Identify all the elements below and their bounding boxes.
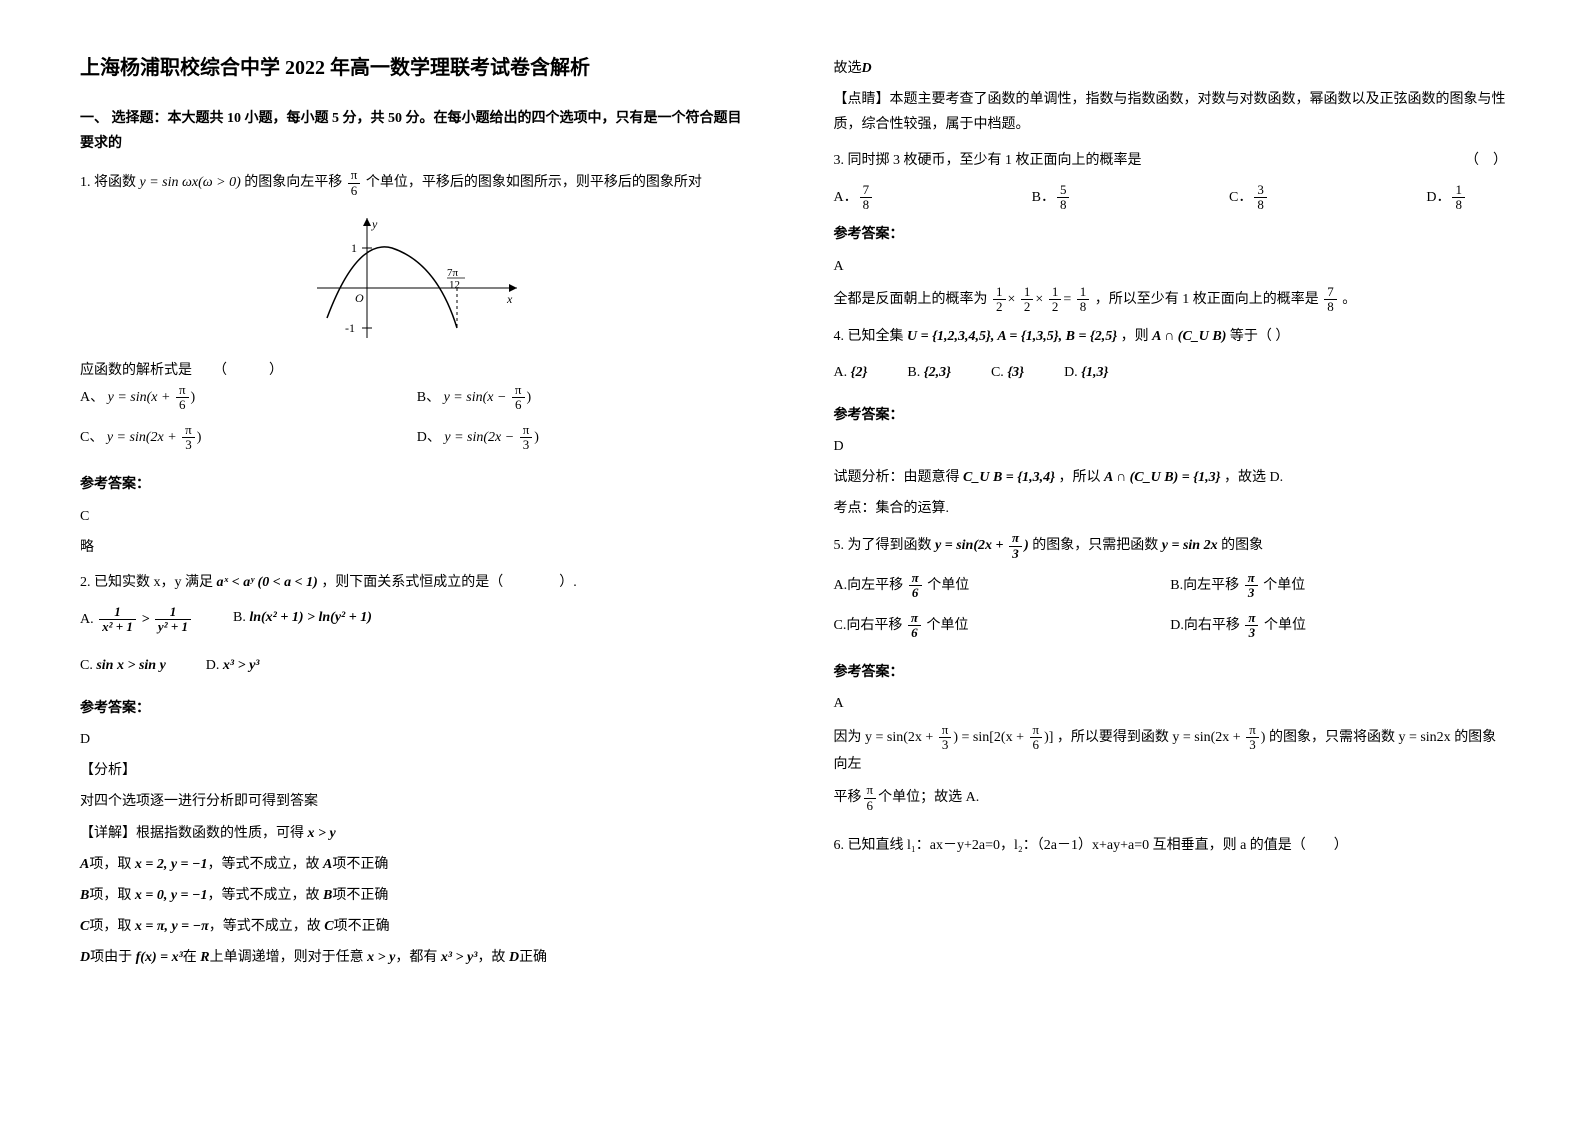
q3-optA: A．78 — [834, 183, 875, 213]
q4-answer: D — [834, 434, 1508, 459]
q2-analysis-label: 【分析】 — [80, 758, 754, 783]
svg-text:O: O — [355, 291, 364, 305]
q5-answer-label: 参考答案： — [834, 660, 1508, 685]
q3-answer-label: 参考答案： — [834, 222, 1508, 247]
col2-top: 故选D — [834, 56, 1508, 81]
q3-answer: A — [834, 254, 1508, 279]
q4-answer-label: 参考答案： — [834, 403, 1508, 428]
svg-text:7π: 7π — [447, 267, 459, 279]
q1-cont: 应函数的解析式是 （ ） — [80, 358, 754, 383]
right-column: 故选D 【点睛】本题主要考查了函数的单调性，指数与指数函数，对数与对数函数，幂函… — [794, 0, 1587, 1007]
svg-text:-1: -1 — [345, 321, 355, 335]
q1-mid1: 的图象向左平移 — [244, 175, 342, 190]
q1-optA: A、 y = sin(x + π6) — [80, 383, 417, 413]
q2-lineC: C项，取 x = π, y = −π，等式不成立，故 C项不正确 — [80, 914, 754, 939]
svg-text:1: 1 — [351, 241, 357, 255]
question-5: 5. 为了得到函数 y = sin(2x + π3) 的图象，只需把函数 y =… — [834, 531, 1508, 561]
q3-optD: D．18 — [1426, 183, 1467, 213]
q4-optC: C. {3} — [991, 360, 1024, 385]
q1-answer2: 略 — [80, 535, 754, 560]
question-6: 6. 已知直线 l₁：ax－y+2a=0，l₂：（2a－1）x+ay+a=0 互… — [834, 833, 1508, 858]
q1-answer-label: 参考答案： — [80, 472, 754, 497]
q5-explanation: 因为 y = sin(2x + π3) = sin[2(x + π6)] ，所以… — [834, 723, 1508, 778]
q2-answer-label: 参考答案： — [80, 696, 754, 721]
q1-options: A、 y = sin(x + π6) B、 y = sin(x − π6) C、… — [80, 383, 754, 462]
q2-detail: 【详解】根据指数函数的性质，可得 x > y — [80, 821, 754, 846]
left-column: 上海杨浦职校综合中学 2022 年高一数学理联考试卷含解析 一、 选择题：本大题… — [0, 0, 794, 1007]
question-1: 1. 将函数 y = sin ωx(ω > 0) 的图象向左平移 π 6 个单位… — [80, 168, 754, 198]
q4-options: A. {2} B. {2,3} C. {3} D. {1,3} — [834, 360, 1508, 393]
q1-answer: C — [80, 504, 754, 529]
q1-optB: B、 y = sin(x − π6) — [417, 383, 754, 413]
question-2: 2. 已知实数 x，y 满足 aˣ < aʸ (0 < a < 1) ，则下面关… — [80, 570, 754, 595]
question-3: 3. 同时掷 3 枚硬币，至少有 1 枚正面向上的概率是 （ ） — [834, 148, 1508, 173]
q2-lineB: B项，取 x = 0, y = −1，等式不成立，故 B项不正确 — [80, 883, 754, 908]
q1-mid2: 个单位，平移后的图象如图所示，则平移后的图象所对 — [366, 175, 702, 190]
q2-options2: C. sin x > sin y D. x³ > y³ — [80, 653, 754, 686]
q2-analysis: 对四个选项逐一进行分析即可得到答案 — [80, 789, 754, 814]
q5-options: A.向左平移 π6 个单位 B.向左平移 π3 个单位 C.向右平移 π6 个单… — [834, 571, 1508, 650]
q3-options: A．78 B．58 C．38 D．18 — [834, 183, 1508, 213]
q5-answer: A — [834, 691, 1508, 716]
q1-graph: y x O 1 -1 7π 12 — [307, 208, 527, 348]
q3-optB: B．58 — [1032, 183, 1072, 213]
q1-shift-frac: π 6 — [348, 168, 361, 198]
q1-optD: D、 y = sin(2x − π3) — [417, 423, 754, 453]
question-4: 4. 已知全集 U = {1,2,3,4,5}, A = {1,3,5}, B … — [834, 324, 1508, 349]
svg-text:12: 12 — [449, 279, 460, 291]
q2-lineA: A项，取 x = 2, y = −1，等式不成立，故 A项不正确 — [80, 852, 754, 877]
svg-text:x: x — [506, 292, 513, 306]
q1-func: y = sin ωx(ω > 0) — [140, 175, 241, 190]
q3-explanation: 全都是反面朝上的概率为 12× 12× 12= 18 ，所以至少有 1 枚正面向… — [834, 285, 1508, 315]
q2-optC: C. sin x > sin y — [80, 653, 166, 678]
q2-optB: B. ln(x² + 1) > ln(y² + 1) — [233, 605, 372, 635]
svg-text:y: y — [371, 217, 378, 231]
q5-optB: B.向左平移 π3 个单位 — [1170, 571, 1507, 601]
q5-optC: C.向右平移 π6 个单位 — [834, 611, 1171, 641]
q1-optC: C、 y = sin(2x + π3) — [80, 423, 417, 453]
q2-optD: D. x³ > y³ — [206, 653, 260, 678]
q2-answer: D — [80, 727, 754, 752]
q4-optD: D. {1,3} — [1064, 360, 1108, 385]
section1-header: 一、 选择题：本大题共 10 小题，每小题 5 分，共 50 分。在每小题给出的… — [80, 106, 754, 156]
q2-optA: A. 1x² + 1 > 1y² + 1 — [80, 605, 193, 635]
q4-explanation: 试题分析：由题意得 C_U B = {1,3,4} ，所以 A ∩ (C_U B… — [834, 465, 1508, 490]
page-title: 上海杨浦职校综合中学 2022 年高一数学理联考试卷含解析 — [80, 50, 754, 86]
q2-options: A. 1x² + 1 > 1y² + 1 B. ln(x² + 1) > ln(… — [80, 605, 754, 643]
q5-optD: D.向右平移 π3 个单位 — [1170, 611, 1507, 641]
q2-lineD: D项由于 f(x) = x³在 R上单调递增，则对于任意 x > y，都有 x³… — [80, 945, 754, 970]
q4-optA: A. {2} — [834, 360, 868, 385]
pointcomment: 【点睛】本题主要考查了函数的单调性，指数与指数函数，对数与对数函数，幂函数以及正… — [834, 87, 1508, 137]
q5-optA: A.向左平移 π6 个单位 — [834, 571, 1171, 601]
q3-optC: C．38 — [1229, 183, 1269, 213]
q5-explanation2: 平移π6个单位；故选 A. — [834, 783, 1508, 813]
q1-prefix: 1. 将函数 — [80, 175, 136, 190]
q4-kaodian: 考点：集合的运算. — [834, 496, 1508, 521]
q4-optB: B. {2,3} — [907, 360, 951, 385]
